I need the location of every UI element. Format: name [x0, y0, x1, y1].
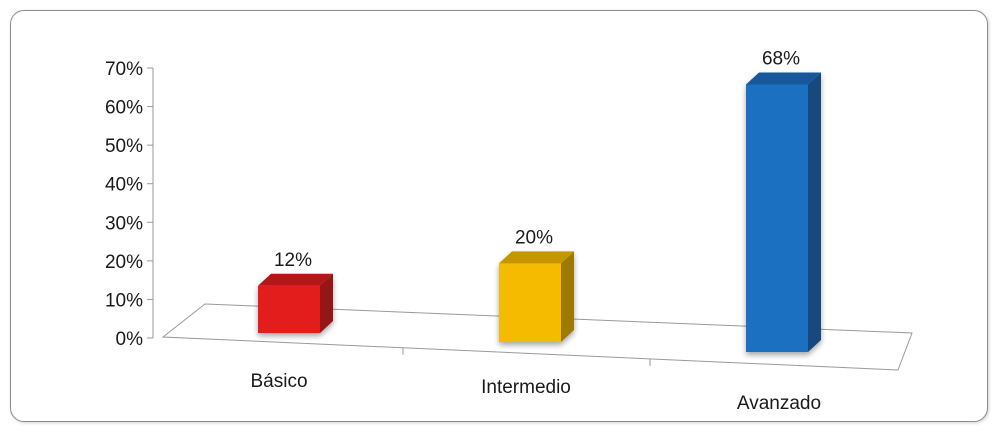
bar-top-face: [258, 273, 333, 286]
y-tick-label: 50%: [105, 136, 143, 157]
y-tick-label: 70%: [105, 59, 143, 80]
data-label: 68%: [762, 48, 800, 69]
category-label: Avanzado: [737, 393, 821, 414]
y-tick-label: 20%: [105, 252, 143, 273]
bar-top-face: [746, 72, 821, 85]
bar-front-face: [499, 263, 561, 342]
bar-1: [258, 273, 333, 333]
y-tick-label: 0%: [116, 329, 144, 350]
y-tick-label: 40%: [105, 175, 143, 196]
bar-side-face: [808, 72, 821, 353]
y-tick-label: 30%: [105, 213, 143, 234]
y-tick-label: 60%: [105, 98, 143, 119]
category-label: Básico: [250, 371, 307, 392]
y-tick-label: 10%: [105, 290, 143, 311]
label-layer: 12% Básico 20% Intermedio 68% Avanzado: [250, 48, 821, 414]
axis-layer: 0% 10% 20% 30% 40% 50% 60% 70%: [105, 59, 154, 350]
bar-front-face: [746, 84, 808, 353]
bar-side-face: [320, 273, 333, 333]
category-label: Intermedio: [481, 377, 571, 398]
data-label: 20%: [515, 227, 553, 248]
bar-side-face: [561, 251, 574, 342]
bar-3: [746, 72, 821, 353]
bar-layer: [258, 72, 821, 353]
data-label: 12%: [274, 250, 312, 271]
bar-top-face: [499, 251, 574, 264]
bar-2: [499, 251, 574, 342]
bar-front-face: [258, 285, 320, 333]
